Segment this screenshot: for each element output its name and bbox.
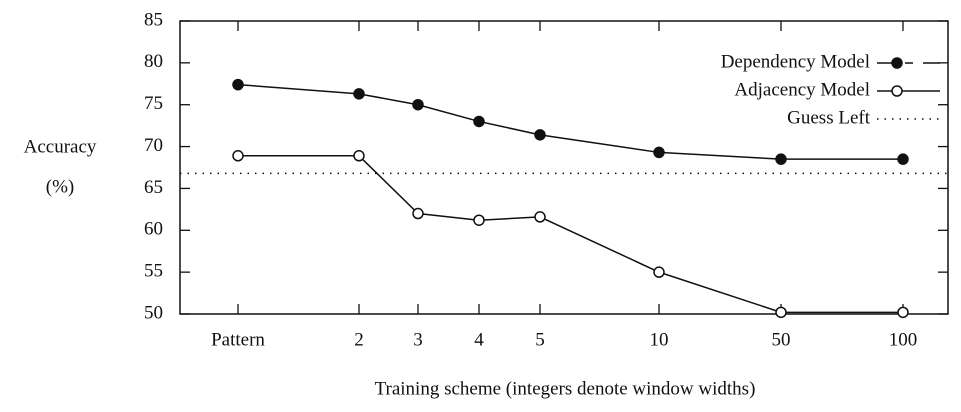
y-tick-label: 70 [144,135,163,156]
legend-label: Adjacency Model [734,79,870,100]
y-axis-label: (%) [46,176,74,197]
x-tick-label: 5 [535,329,545,350]
series-line [237,83,903,160]
x-tick-label: 2 [354,329,364,350]
y-axis-label: Accuracy [24,136,97,157]
data-point [473,214,485,226]
data-point [353,150,365,162]
data-point [534,211,546,223]
x-tick-label: 10 [650,329,669,350]
data-point [897,306,909,319]
x-tick-label: 100 [889,329,918,350]
data-point [653,146,665,159]
data-point [412,207,424,220]
legend-marker [891,85,903,97]
y-tick-label: 50 [144,302,163,323]
data-point [775,153,787,165]
x-tick-label: 4 [474,329,484,350]
y-tick-label: 60 [144,219,163,240]
data-point [775,306,787,319]
x-tick-label: 3 [413,329,423,350]
y-tick-label: 75 [144,93,163,114]
data-point [353,88,365,100]
x-tick-label: 50 [772,329,791,350]
data-point [232,78,244,91]
legend-label: Guess Left [787,107,871,128]
x-tick-label: Pattern [211,329,265,350]
y-tick-label: 85 [144,9,163,30]
y-tick-label: 80 [144,51,163,72]
data-point [534,129,546,141]
data-point [412,98,424,111]
legend-label: Dependency Model [721,51,870,72]
data-point [653,266,665,278]
x-axis-label: Training scheme (integers denote window … [375,378,756,399]
series-line [238,155,903,314]
plot-frame [179,20,949,315]
y-tick-label: 55 [144,261,163,282]
data-point [897,153,909,165]
legend-marker [891,57,903,69]
data-point [473,115,485,128]
data-point [232,150,244,162]
y-tick-label: 65 [144,177,163,198]
